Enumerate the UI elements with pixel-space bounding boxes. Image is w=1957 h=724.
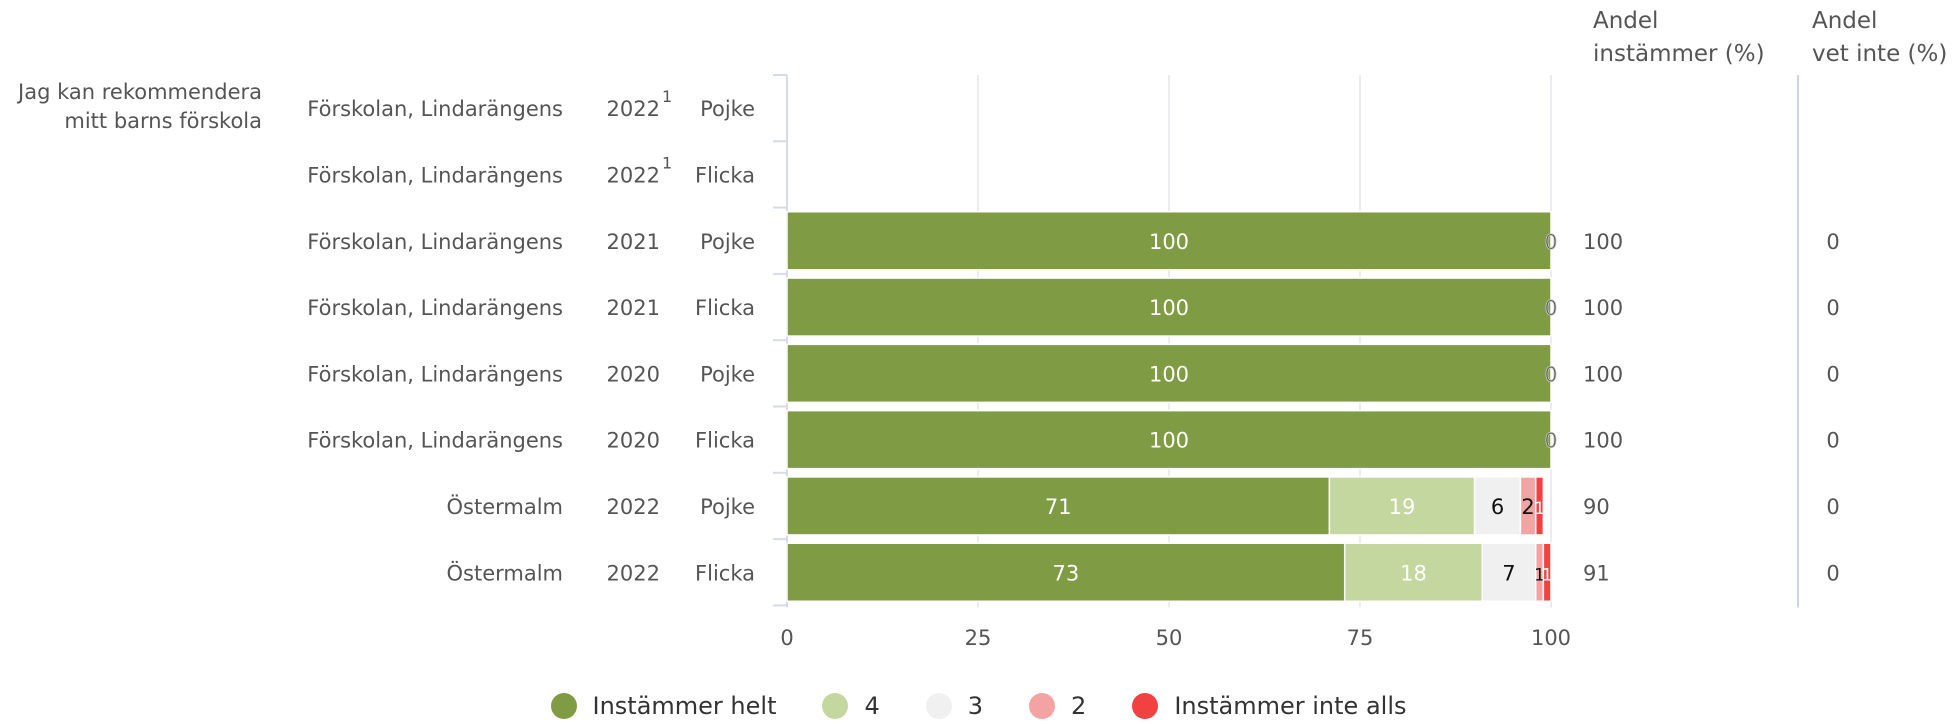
row-year-label: 2021	[607, 296, 660, 320]
legend-swatch	[1029, 693, 1056, 719]
side-col-2-value: 0	[1826, 429, 1839, 453]
bar-value-label: 100	[1149, 362, 1189, 386]
x-tick-label: 25	[965, 626, 992, 650]
bar-value-label: 7	[1502, 561, 1515, 585]
legend-item: Instämmer helt	[550, 692, 777, 720]
row-unit-label: Östermalm	[446, 494, 563, 519]
side-col-2-value: 0	[1826, 561, 1839, 585]
row-gender-label: Flicka	[695, 163, 755, 187]
bar-value-label: 0	[1545, 230, 1558, 254]
row-year-label: 2022	[607, 495, 660, 519]
bar-value-label: 71	[1045, 495, 1072, 519]
row-gender-label: Flicka	[695, 429, 755, 453]
legend-item: 4	[822, 692, 880, 720]
bar-value-label: 0	[1545, 296, 1558, 320]
row-year-label: 2022	[607, 163, 660, 187]
side-col-1-value: 100	[1583, 362, 1623, 386]
bar-value-label: 18	[1400, 561, 1427, 585]
grid-lines	[773, 74, 1799, 608]
x-tick-label: 75	[1347, 626, 1374, 650]
x-tick-label: 100	[1531, 626, 1571, 650]
row-gender-label: Pojke	[700, 230, 755, 254]
legend-item: 2	[1029, 692, 1086, 720]
bar-value-label: 73	[1052, 561, 1079, 585]
bar-segment	[786, 277, 1552, 337]
legend-label: Instämmer inte alls	[1174, 692, 1407, 720]
bar-value-label: 0	[1545, 429, 1558, 453]
legend-swatch	[550, 693, 577, 719]
row-gender-label: Flicka	[695, 296, 755, 320]
row-gender-label: Flicka	[695, 561, 755, 585]
side-col-1-header-line2: instämmer (%)	[1593, 41, 1765, 67]
bar-segment	[1473, 476, 1522, 536]
bar-value-label: 0	[1545, 362, 1558, 386]
side-col-1-value: 100	[1583, 230, 1623, 254]
labels: Jag kan rekommendera mitt barns förskola…	[16, 8, 1947, 650]
row-unit-label: Förskolan, Lindarängens	[307, 296, 563, 320]
bar-value-label: 100	[1149, 230, 1189, 254]
bar-value-label: 100	[1149, 296, 1189, 320]
bar-value-label: 6	[1491, 495, 1504, 519]
legend-swatch	[925, 693, 952, 719]
side-col-2-value: 0	[1826, 296, 1839, 320]
row-unit-label: Förskolan, Lindarängens	[307, 230, 563, 254]
legend-label: 2	[1071, 692, 1087, 720]
side-col-1-value: 90	[1583, 495, 1610, 519]
side-col-1-value: 100	[1583, 296, 1623, 320]
bar-segment	[786, 211, 1552, 271]
row-unit-label: Förskolan, Lindarängens	[307, 163, 563, 187]
row-year-label: 2022	[607, 561, 660, 585]
legend-item: Instämmer inte alls	[1132, 692, 1407, 720]
row-footnote-mark: 1	[662, 153, 672, 172]
legend-label: 3	[967, 692, 984, 720]
bar-segment	[786, 476, 1331, 536]
row-year-label: 2021	[607, 230, 660, 254]
side-col-1-header-line1: Andel	[1593, 8, 1658, 34]
bar-segment	[1343, 542, 1483, 602]
side-col-1-value: 91	[1583, 561, 1610, 585]
legend-label: Instämmer helt	[592, 692, 777, 720]
legend-label: 4	[864, 692, 880, 720]
bar-segment	[786, 343, 1552, 404]
row-unit-label: Östermalm	[446, 560, 563, 585]
bar-segment	[1328, 476, 1476, 536]
row-gender-label: Pojke	[700, 495, 755, 519]
bar-value-label: 1	[1534, 499, 1545, 519]
side-col-1-value: 100	[1583, 429, 1623, 453]
row-unit-label: Förskolan, Lindarängens	[307, 429, 563, 453]
bar-value-label: 1	[1534, 565, 1545, 585]
side-col-2-header-line1: Andel	[1812, 8, 1877, 34]
bar-value-label: 100	[1149, 429, 1189, 453]
x-tick-label: 0	[780, 626, 793, 650]
bar-segment	[1542, 542, 1552, 602]
row-year-label: 2020	[607, 429, 660, 453]
legend-swatch	[822, 693, 849, 719]
question-label-line2: mitt barns förskola	[64, 109, 262, 133]
bar-segment	[1481, 542, 1537, 602]
side-col-2-value: 0	[1826, 230, 1839, 254]
row-year-label: 2020	[607, 362, 660, 386]
bar-segment	[786, 542, 1346, 602]
question-label-line1: Jag kan rekommendera	[16, 80, 262, 104]
side-col-2-header-line2: vet inte (%)	[1812, 41, 1947, 67]
x-tick-label: 50	[1156, 626, 1183, 650]
side-col-2-value: 0	[1826, 362, 1839, 386]
legend-item: 3	[925, 692, 984, 720]
row-year-label: 2022	[607, 97, 660, 121]
row-footnote-mark: 1	[662, 87, 672, 106]
side-col-2-value: 0	[1826, 495, 1839, 519]
row-unit-label: Förskolan, Lindarängens	[307, 97, 563, 121]
legend: Instämmer helt 4 3 2 Instämmer inte alls	[0, 688, 1957, 724]
row-gender-label: Pojke	[700, 97, 755, 121]
bar-segment	[1534, 476, 1545, 536]
bar-value-label: 19	[1389, 495, 1416, 519]
bar-value-label: 1	[1542, 565, 1553, 585]
legend-swatch	[1132, 693, 1159, 719]
bar-segment	[786, 409, 1552, 470]
row-unit-label: Förskolan, Lindarängens	[307, 362, 563, 386]
row-gender-label: Pojke	[700, 362, 755, 386]
bar-value-label: 2	[1521, 495, 1534, 519]
